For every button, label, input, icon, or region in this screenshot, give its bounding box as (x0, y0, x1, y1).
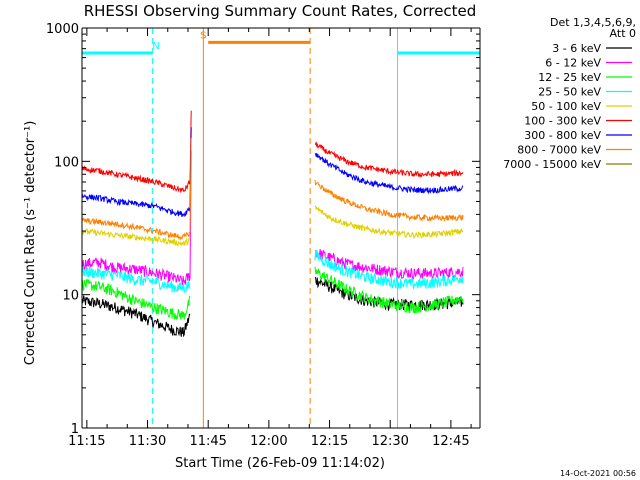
series-line-2 (81, 279, 191, 321)
series-line-0 (81, 295, 191, 338)
legend: Det 1,3,4,5,6,9,Att 0 3 - 6 keV 6 - 12 keV… (503, 16, 636, 171)
series-line-1 (314, 249, 464, 280)
series-line-1 (81, 150, 192, 286)
legend-label: 300 - 800 keV (524, 129, 601, 142)
legend-label: 7000 - 15000 keV (503, 158, 601, 171)
y-tick-label: 1 (71, 422, 79, 437)
y-tick-label: 10 (62, 289, 79, 304)
legend-header: Att 0 (610, 27, 636, 40)
series-line-5 (314, 141, 464, 178)
legend-label: 50 - 100 keV (531, 100, 601, 113)
legend-label: 100 - 300 keV (524, 115, 601, 128)
x-tick-label: 12:00 (250, 434, 287, 449)
mode-label: S (200, 30, 206, 41)
x-tick-label: 11:15 (68, 434, 105, 449)
legend-header: Det 1,3,4,5,6,9, (550, 16, 636, 29)
mode-label: N (152, 41, 159, 52)
series-line-4 (81, 228, 191, 248)
series-line-4 (314, 205, 464, 239)
chart-title: RHESSI Observing Summary Count Rates, Co… (84, 2, 477, 20)
x-tick-label: 12:30 (371, 434, 408, 449)
x-axis-label: Start Time (26-Feb-09 11:14:02) (175, 456, 385, 471)
x-tick-label: 11:45 (189, 434, 226, 449)
y-tick-label: 1000 (46, 22, 79, 37)
series-line-6 (81, 127, 192, 218)
legend-label: 25 - 50 keV (538, 86, 601, 99)
legend-label: 800 - 7000 keV (517, 144, 601, 157)
series-line-7 (81, 137, 192, 241)
legend-label: 3 - 6 keV (552, 42, 601, 55)
footer-timestamp: 14-Oct-2021 00:56 (560, 469, 636, 478)
x-tick-label: 11:30 (129, 434, 166, 449)
legend-label: 6 - 12 keV (545, 57, 601, 70)
series-line-7 (314, 179, 464, 223)
series-line-2 (314, 266, 464, 314)
x-tick-label: 12:45 (432, 434, 469, 449)
x-tick-label: 12:15 (311, 434, 348, 449)
series-line-5 (81, 110, 192, 193)
y-axis-label: Corrected Count Rate (s⁻¹ detector⁻¹) (23, 121, 38, 366)
series-line-3 (314, 250, 464, 289)
legend-label: 12 - 25 keV (538, 71, 601, 84)
series-line-6 (314, 152, 464, 195)
series-line-3 (81, 266, 191, 294)
y-tick-label: 100 (54, 155, 79, 170)
